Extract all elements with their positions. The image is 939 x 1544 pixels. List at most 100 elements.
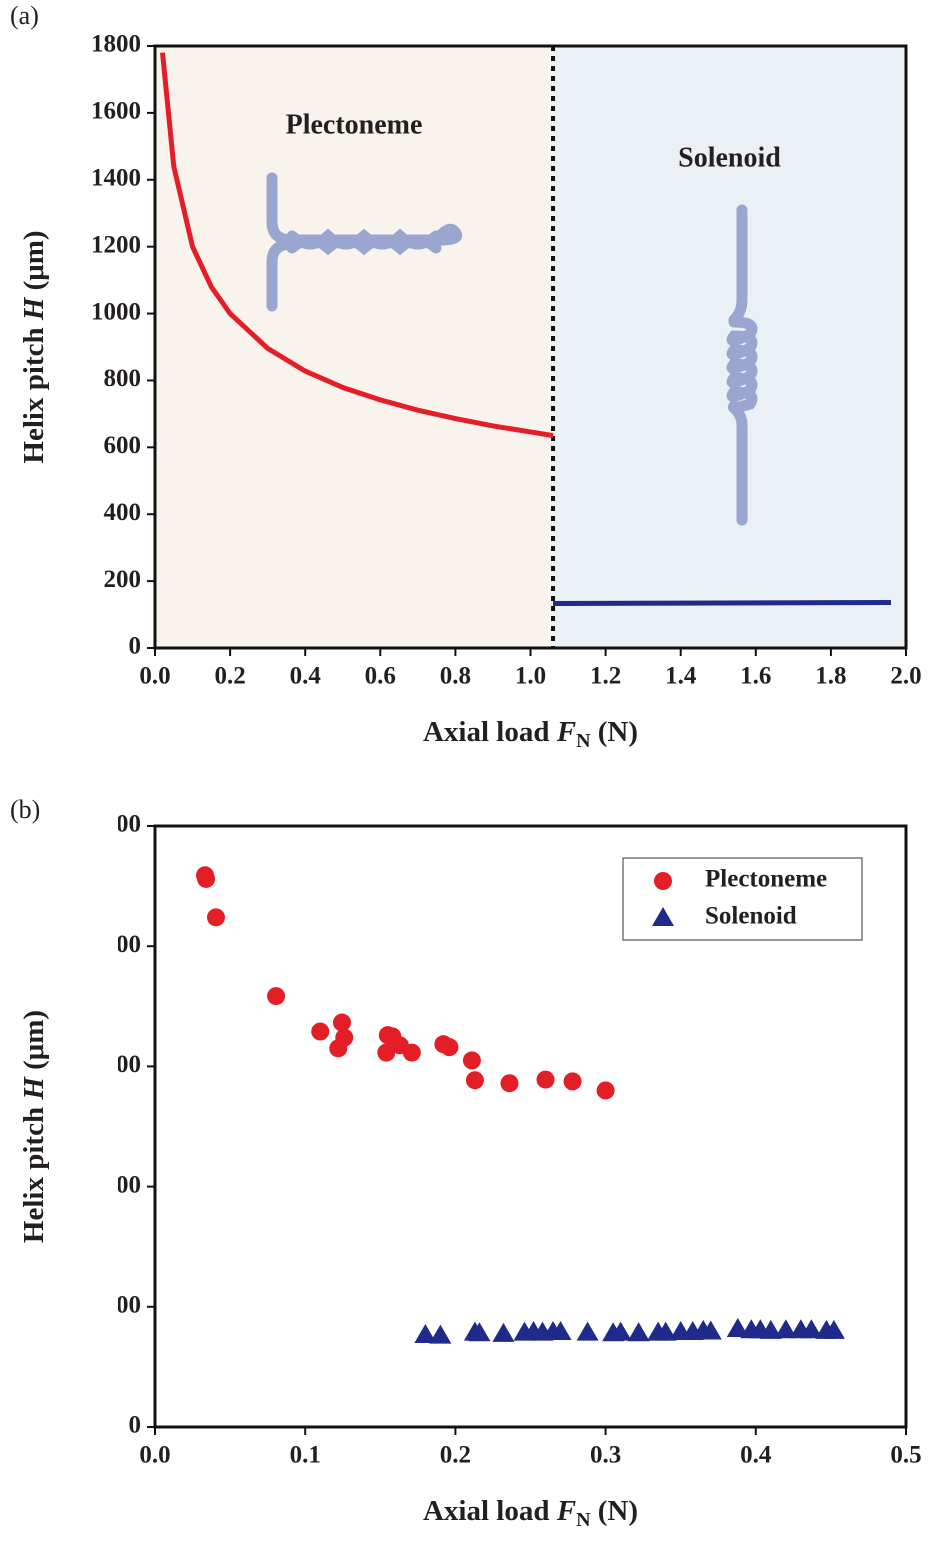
point (402, 1043, 421, 1062)
region (155, 46, 554, 648)
x-tick-label: 2.0 (890, 663, 921, 690)
x-tick-label: 1.4 (665, 663, 697, 690)
x-axis-label-part: N (576, 1509, 591, 1531)
x-axis-label-part: F (556, 1495, 576, 1527)
x-tick-label: 0.6 (365, 663, 396, 690)
x-tick-label: 1.6 (740, 663, 771, 690)
panel: 0.0 0.1 0.2 0.3 0.4 0.5 0 200 400 600 800 1000 Axial… (10, 795, 922, 1531)
x-tick-label: 0.2 (214, 663, 245, 690)
x-tick-label: 0.4 (290, 663, 322, 690)
point (206, 908, 225, 927)
plots: Plectoneme Solenoid 0.0 0.2 0.4 0.6 0.8 1.0 1.2 1… (10, 1, 922, 1531)
x-axis-label-part: F (556, 716, 576, 748)
panel-label: (a) (10, 1, 39, 30)
y-tick-label: 600 (104, 1051, 142, 1078)
point (609, 1321, 632, 1341)
x-axis-label: Axial load FN (N) (423, 1495, 638, 1531)
x-axis-label-part: Axial load (423, 716, 557, 748)
legend-label: Solenoid (705, 903, 797, 930)
point (492, 1322, 515, 1342)
point (311, 1022, 330, 1041)
y-tick-label: 1000 (91, 298, 141, 325)
y-tick-label: 600 (104, 432, 142, 459)
y-axis-label: Helix pitch H (μm) (18, 230, 50, 463)
x-tick-label: 0.3 (590, 1442, 621, 1469)
x-tick-label: 1.0 (515, 663, 546, 690)
point (500, 1074, 519, 1093)
plot-frame (153, 44, 908, 650)
y-axis-label-part: (μm) (18, 1010, 50, 1077)
y-axis-label: Helix pitch H (μm) (18, 1010, 50, 1243)
point (654, 1321, 677, 1341)
x-tick-label: 0.4 (740, 1442, 772, 1469)
point (536, 1070, 555, 1089)
y-tick-label: 800 (104, 365, 142, 392)
y-tick-label: 800 (104, 931, 142, 958)
x-tick-label: 0.8 (440, 663, 471, 690)
point (329, 1039, 348, 1058)
point (377, 1043, 396, 1062)
legend-box (622, 857, 863, 941)
point (699, 1320, 722, 1340)
x-axis-label: Axial load FN (N) (423, 716, 638, 752)
x-tick-label: 1.8 (815, 663, 846, 690)
x-tick-label: 0.0 (139, 663, 170, 690)
legend-label: Plectoneme (705, 866, 827, 893)
y-axis-label-part: Helix pitch (18, 320, 50, 463)
y-axis-label-part: Helix pitch (18, 1100, 50, 1243)
point (549, 1321, 572, 1341)
point (465, 1071, 484, 1090)
annotation: Plectoneme (286, 109, 423, 140)
y-tick-labels: 0 200 400 600 800 1000 (91, 811, 142, 1439)
solenoid-coil (726, 316, 758, 414)
x-tick-label: 0.0 (139, 1442, 170, 1469)
legend-marker (652, 907, 674, 926)
panel: Plectoneme Solenoid 0.0 0.2 0.4 0.6 0.8 1.0 1.2 1… (10, 1, 922, 752)
point (414, 1324, 437, 1344)
y-tick-label: 200 (104, 566, 142, 593)
y-axis-label-part: (μm) (18, 230, 50, 297)
annotation: Solenoid (678, 142, 781, 173)
x-tick-label: 0.2 (440, 1442, 471, 1469)
y-tick-label: 200 (104, 1292, 142, 1319)
point (468, 1322, 491, 1342)
point (800, 1319, 823, 1339)
point (462, 1051, 481, 1070)
plot-frame (153, 824, 908, 1429)
x-tick-label: 0.1 (290, 1442, 321, 1469)
point (563, 1072, 582, 1091)
point (822, 1319, 845, 1339)
x-axis-label-part: (N) (591, 716, 639, 748)
point (726, 1318, 749, 1338)
y-tick-label: 0 (129, 1412, 142, 1439)
point (774, 1319, 797, 1339)
x-axis-label-part: Axial load (423, 1495, 557, 1527)
point (267, 987, 286, 1006)
panel-label: (b) (10, 795, 40, 824)
y-tick-label: 1800 (91, 31, 141, 58)
legend: Plectoneme Solenoid (622, 857, 863, 941)
x-tick-label: 0.5 (890, 1442, 921, 1469)
line (160, 52, 554, 439)
point (429, 1324, 452, 1344)
y-axis-label-part: H (18, 296, 50, 321)
icons (266, 172, 758, 526)
y-axis-label-part: H (18, 1076, 50, 1101)
y-tick-label: 1000 (91, 811, 141, 838)
line (553, 600, 891, 607)
x-axis-label-part: N (576, 730, 591, 752)
point (576, 1321, 599, 1341)
plectoneme-twist (286, 228, 442, 256)
y-tick-label: 400 (104, 1171, 142, 1198)
point (332, 1013, 351, 1032)
y-tick-label: 1200 (91, 231, 141, 258)
y-tick-labels: 0 200 400 600 800 1000 1200 1400 1600 1800 (91, 31, 141, 660)
point (596, 1081, 615, 1100)
y-tick-label: 1400 (91, 165, 141, 192)
point (197, 869, 216, 888)
y-tick-label: 1600 (91, 98, 141, 125)
y-tick-label: 0 (129, 633, 142, 660)
point (627, 1322, 650, 1342)
x-axis-label-part: (N) (591, 1495, 639, 1527)
